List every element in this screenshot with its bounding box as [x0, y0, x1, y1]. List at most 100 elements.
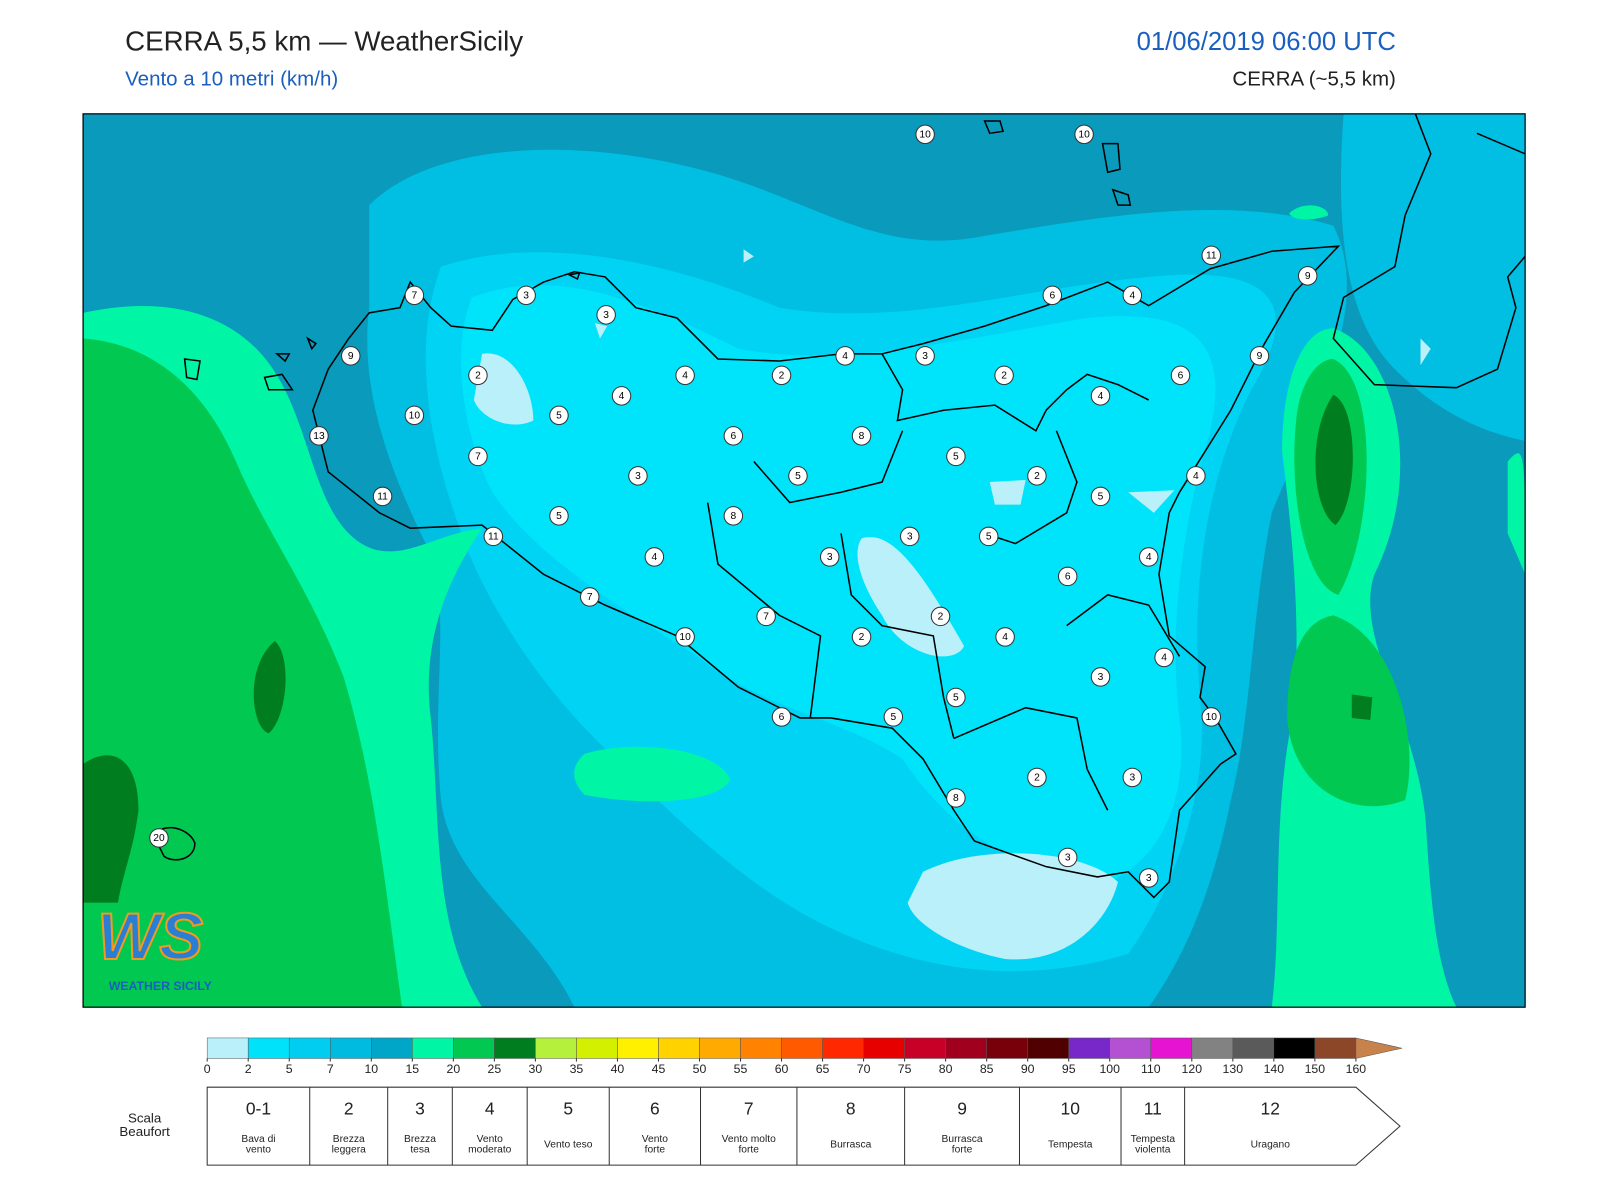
- station-value: 7: [475, 452, 481, 463]
- station-value: 10: [679, 632, 691, 643]
- colorbar-tick-label: 65: [816, 1062, 830, 1076]
- station-marker: [372, 486, 393, 507]
- station-marker: [483, 526, 504, 547]
- station-value: 11: [1206, 251, 1217, 262]
- model-label: CERRA (~5,5 km): [1232, 67, 1395, 90]
- colorbar-swatch: [1109, 1037, 1152, 1059]
- colorbar-tick-label: 35: [570, 1062, 584, 1076]
- colorbar-swatch: [617, 1037, 659, 1059]
- station-marker: [995, 627, 1015, 647]
- logo: WS WEATHER SICILY: [96, 899, 211, 993]
- station-marker: [1201, 245, 1222, 266]
- station-value: 3: [922, 351, 928, 362]
- colorbar-swatch: [288, 1037, 331, 1059]
- beaufort-desc: violenta: [1135, 1144, 1171, 1155]
- colorbar-tick-label: 15: [405, 1062, 419, 1076]
- station-marker: [899, 526, 920, 547]
- beaufort-desc: forte: [952, 1144, 973, 1155]
- station-marker: [1154, 647, 1174, 668]
- station-value: 3: [1146, 873, 1152, 884]
- colorbar-swatch: [699, 1037, 741, 1059]
- station-marker: [1057, 847, 1078, 868]
- station-value: 5: [556, 411, 562, 422]
- station-marker: [930, 606, 951, 627]
- beaufort-desc: Burrasca: [830, 1139, 871, 1150]
- station-marker: [596, 305, 616, 325]
- station-value: 5: [795, 471, 801, 482]
- beaufort-force: 6: [650, 1098, 660, 1118]
- station-value: 7: [587, 592, 593, 603]
- station-marker: [1297, 266, 1318, 286]
- station-value: 9: [1257, 351, 1263, 362]
- colorbar-tick-label: 95: [1062, 1062, 1076, 1076]
- beaufort-desc: Vento: [477, 1134, 504, 1145]
- beaufort-force: 10: [1061, 1098, 1081, 1118]
- station-marker: [1249, 346, 1270, 366]
- station-value: 3: [827, 552, 833, 563]
- station-marker: [1090, 386, 1111, 406]
- colorbar-tick-label: 120: [1182, 1062, 1203, 1076]
- station-marker: [771, 707, 792, 727]
- station-marker: [756, 606, 776, 627]
- colorbar-swatch: [781, 1037, 823, 1059]
- station-marker: [404, 285, 425, 306]
- station-marker: [549, 506, 569, 526]
- station-value: 9: [1305, 271, 1311, 282]
- colorbar-tick-label: 45: [652, 1062, 666, 1076]
- colorbar-swatch: [904, 1037, 946, 1059]
- station-value: 2: [1001, 371, 1007, 382]
- station-value: 3: [603, 310, 609, 321]
- station-value: 11: [488, 532, 499, 543]
- beaufort-force: 5: [563, 1098, 573, 1118]
- colorbar-tick-label: 2: [245, 1062, 252, 1076]
- beaufort-desc: Vento teso: [544, 1139, 593, 1150]
- beaufort-label: Scala: [128, 1110, 162, 1125]
- beaufort-force: 3: [415, 1098, 425, 1118]
- station-marker: [946, 446, 966, 467]
- colorbar-swatch: [658, 1037, 700, 1059]
- colorbar-tick-label: 100: [1099, 1062, 1120, 1076]
- station-marker: [915, 346, 935, 366]
- colorbar-arrow: [1355, 1037, 1403, 1059]
- beaufort-force: 2: [344, 1098, 354, 1118]
- station-value: 2: [938, 612, 944, 623]
- station-marker: [549, 405, 569, 426]
- station-marker: [1074, 124, 1094, 145]
- station-value: 6: [730, 431, 736, 442]
- colorbar-tick-label: 55: [734, 1062, 748, 1076]
- station-marker: [468, 446, 488, 467]
- colorbar-tick-label: 110: [1141, 1062, 1161, 1076]
- station-value: 7: [763, 612, 769, 623]
- colorbar-tick-label: 140: [1264, 1062, 1285, 1076]
- colorbar-tick-label: 75: [898, 1062, 912, 1076]
- station-value: 4: [652, 552, 658, 563]
- station-value: 3: [1065, 853, 1071, 864]
- beaufort-desc: Brezza: [333, 1134, 365, 1145]
- station-value: 6: [1065, 572, 1071, 583]
- station-value: 8: [953, 793, 959, 804]
- station-value: 4: [1193, 471, 1199, 482]
- station-marker: [723, 426, 744, 446]
- beaufort-desc: Uragano: [1251, 1139, 1291, 1150]
- station-marker: [611, 386, 632, 406]
- station-marker: [1170, 365, 1191, 386]
- colorbar-tick-label: 25: [488, 1062, 502, 1076]
- station-marker: [820, 547, 840, 567]
- station-value: 2: [779, 371, 785, 382]
- wind-field: [83, 113, 1526, 1008]
- beaufort-desc: forte: [738, 1144, 759, 1155]
- station-marker: [1201, 707, 1222, 727]
- station-value: 3: [1098, 672, 1104, 683]
- colorbar-swatch: [453, 1037, 495, 1059]
- station-marker: [946, 687, 966, 708]
- colorbar-swatch: [329, 1037, 372, 1059]
- station-marker: [644, 547, 665, 567]
- colorbar-tick-label: 20: [446, 1062, 460, 1076]
- station-marker: [1090, 667, 1111, 687]
- station-value: 6: [779, 712, 785, 723]
- colorbar-swatch: [371, 1037, 413, 1059]
- colorbar-tick-label: 5: [286, 1062, 293, 1076]
- station-marker: [978, 526, 999, 547]
- station-value: 2: [475, 371, 481, 382]
- colorbar-swatch: [247, 1037, 290, 1059]
